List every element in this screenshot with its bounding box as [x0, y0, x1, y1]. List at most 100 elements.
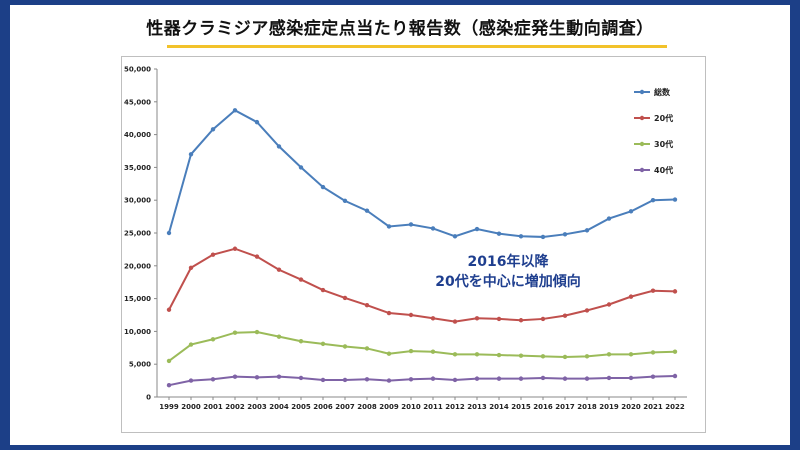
data-point [254, 254, 260, 259]
data-point [430, 376, 436, 381]
x-tick-label: 2005 [291, 403, 311, 411]
x-tick-label: 2011 [423, 403, 443, 411]
y-tick-label: 15,000 [124, 295, 151, 303]
data-point [210, 127, 216, 132]
x-tick-label: 2010 [401, 403, 421, 411]
data-point [298, 277, 304, 282]
x-tick-label: 2017 [555, 403, 575, 411]
data-point [188, 378, 194, 383]
data-point [540, 354, 546, 359]
series-line-4 [168, 375, 676, 387]
data-point [562, 232, 568, 237]
y-tick-label: 10,000 [124, 328, 151, 336]
data-point [166, 307, 172, 312]
data-point [320, 184, 326, 190]
data-point [210, 252, 216, 257]
data-point [210, 377, 216, 382]
data-point [232, 330, 238, 335]
data-point [364, 377, 370, 382]
data-point [474, 226, 480, 232]
data-point [518, 376, 524, 381]
chart-area [121, 56, 706, 433]
data-point [430, 349, 436, 354]
data-point [628, 352, 634, 357]
data-point [606, 375, 612, 381]
data-point [628, 294, 634, 299]
x-tick-label: 2000 [181, 403, 201, 411]
legend-label: 総数 [654, 87, 671, 97]
data-point [474, 376, 480, 381]
x-tick-label: 2021 [643, 403, 663, 411]
y-tick-label: 5,000 [129, 361, 151, 369]
data-point [496, 231, 502, 236]
data-point [188, 342, 194, 347]
data-point [518, 234, 524, 239]
data-point [408, 222, 414, 227]
legend-label: 30代 [654, 139, 673, 149]
title-underline [167, 45, 667, 48]
data-point [452, 319, 458, 324]
data-point [254, 329, 260, 335]
data-point [562, 313, 568, 318]
data-point [320, 377, 326, 383]
data-point [364, 208, 370, 213]
x-tick-label: 2020 [621, 403, 641, 411]
data-point [232, 246, 238, 251]
data-point [584, 228, 590, 233]
data-point [430, 226, 436, 231]
data-point [408, 348, 414, 354]
data-point [452, 234, 458, 239]
data-point [628, 209, 634, 214]
data-point [342, 377, 348, 383]
annotation-line-1: 2016年以降 [467, 254, 549, 270]
series-line-2 [168, 247, 676, 323]
legend-label: 40代 [654, 165, 673, 175]
data-point [386, 310, 392, 316]
chart-annotation: 2016年以降 20代を中心に増加傾向 [418, 252, 598, 292]
data-point [386, 378, 392, 383]
y-tick-label: 25,000 [124, 230, 151, 238]
x-tick-label: 2003 [247, 403, 267, 411]
series-line-3 [168, 331, 676, 362]
x-tick-label: 2019 [599, 403, 619, 411]
data-point [298, 165, 304, 170]
legend-marker [639, 89, 645, 95]
y-tick-label: 35,000 [124, 164, 151, 172]
x-tick-label: 2001 [203, 403, 223, 411]
data-point [650, 350, 656, 355]
legend-label: 20代 [654, 113, 673, 123]
x-tick-label: 2006 [313, 403, 333, 411]
page-title: 性器クラミジア感染症定点当たり報告数（感染症発生動向調査） [146, 19, 654, 39]
data-point [474, 352, 480, 357]
series-line-1 [168, 109, 676, 238]
data-point [540, 234, 546, 240]
data-point [166, 358, 172, 364]
data-point [518, 318, 524, 323]
legend-marker [639, 167, 645, 173]
y-tick-label: 20,000 [124, 262, 151, 270]
data-point [606, 302, 612, 307]
x-tick-label: 2002 [225, 403, 245, 411]
y-tick-label: 45,000 [124, 98, 151, 106]
data-point [584, 308, 590, 313]
data-point [606, 352, 612, 357]
x-tick-label: 2016 [533, 403, 553, 411]
x-tick-label: 2018 [577, 403, 597, 411]
data-point [562, 376, 568, 381]
x-tick-label: 2004 [269, 403, 289, 411]
data-point [672, 197, 678, 202]
data-point [650, 198, 656, 203]
data-point [276, 334, 282, 339]
data-point [276, 374, 282, 379]
x-tick-label: 2014 [489, 403, 509, 411]
data-point [320, 287, 326, 293]
data-point [232, 374, 238, 379]
y-tick-label: 0 [146, 394, 151, 402]
data-point [386, 224, 392, 229]
data-point [386, 351, 392, 356]
data-point [672, 373, 678, 379]
data-point [540, 375, 546, 381]
data-point [166, 382, 172, 388]
data-point [628, 375, 634, 381]
data-point [540, 316, 546, 322]
